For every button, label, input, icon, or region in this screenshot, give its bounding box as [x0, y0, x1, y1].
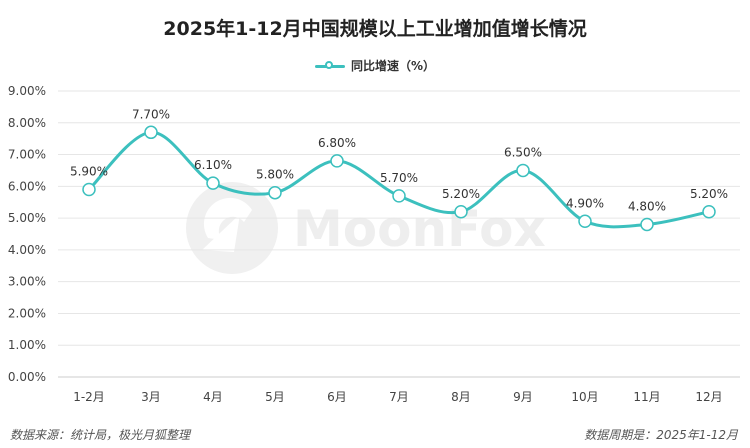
- data-point: [392, 189, 406, 203]
- data-label: 4.90%: [566, 196, 604, 210]
- data-label: 6.50%: [504, 145, 542, 159]
- data-label: 7.70%: [132, 107, 170, 121]
- x-tick-label: 11月: [633, 390, 660, 404]
- data-point: [144, 125, 158, 140]
- data-label: 6.10%: [194, 158, 232, 172]
- x-tick-label: 8月: [451, 390, 471, 404]
- x-tick-label: 7月: [389, 390, 409, 404]
- data-point: [206, 176, 220, 190]
- y-axis-tick-labels: 0.00% 1.00% 2.00% 3.00% 4.00% 5.00% 6.00% 7.00%…: [8, 84, 46, 384]
- x-tick-label: 10月: [571, 390, 598, 404]
- legend-label: 同比增速（%）: [350, 59, 436, 73]
- data-period-note: 数据周期是：2025年1-12月: [584, 428, 738, 442]
- x-axis-tick-labels: 1-2月 3月 4月 5月 6月 7月 8月 9月 10月 11月 12月: [73, 390, 722, 404]
- data-point: [516, 163, 530, 178]
- x-tick-label: 6月: [327, 390, 347, 404]
- data-label: 4.80%: [628, 199, 666, 213]
- data-label: 6.80%: [318, 136, 356, 150]
- chart-title: 2025年1-12月中国规模以上工业增加值增长情况: [163, 18, 587, 40]
- data-point: [82, 182, 96, 197]
- data-label: 5.20%: [690, 187, 728, 201]
- data-label: 5.90%: [70, 165, 108, 179]
- grid-lines: [58, 90, 740, 378]
- moonfox-logo-icon: [186, 182, 278, 274]
- y-tick-label: 7.00%: [8, 148, 46, 162]
- y-tick-label: 3.00%: [8, 275, 46, 289]
- legend-line-marker-icon: [314, 60, 345, 72]
- y-tick-label: 6.00%: [8, 179, 46, 193]
- data-label: 5.70%: [380, 171, 418, 185]
- x-tick-label: 12月: [695, 390, 722, 404]
- data-labels: 5.90% 7.70% 6.10% 5.80% 6.80% 5.70% 5.20% 6.50%…: [70, 107, 728, 213]
- data-point: [702, 205, 716, 219]
- watermark-text: MoonFox: [293, 200, 546, 258]
- data-point: [268, 185, 282, 200]
- x-tick-label: 1-2月: [73, 390, 105, 404]
- chart-legend: 同比增速（%）: [0, 57, 750, 74]
- y-tick-label: 9.00%: [8, 84, 46, 98]
- y-tick-label: 1.00%: [8, 338, 46, 352]
- data-source-note: 数据来源：统计局，极光月狐整理: [10, 428, 191, 442]
- watermark: MoonFox: [186, 182, 546, 274]
- x-tick-label: 3月: [141, 390, 161, 404]
- data-label: 5.80%: [256, 168, 294, 182]
- y-tick-label: 5.00%: [8, 211, 46, 225]
- series-markers: [82, 125, 716, 232]
- y-tick-label: 0.00%: [8, 370, 46, 384]
- data-point: [578, 214, 592, 229]
- data-point: [330, 154, 344, 168]
- y-tick-label: 2.00%: [8, 306, 46, 320]
- y-tick-label: 4.00%: [8, 243, 46, 257]
- x-tick-label: 5月: [265, 390, 285, 404]
- data-label: 5.20%: [442, 187, 480, 201]
- x-tick-label: 9月: [513, 390, 533, 404]
- data-point: [640, 217, 654, 232]
- x-tick-label: 4月: [203, 390, 223, 404]
- data-point: [454, 205, 468, 219]
- y-tick-label: 8.00%: [8, 116, 46, 130]
